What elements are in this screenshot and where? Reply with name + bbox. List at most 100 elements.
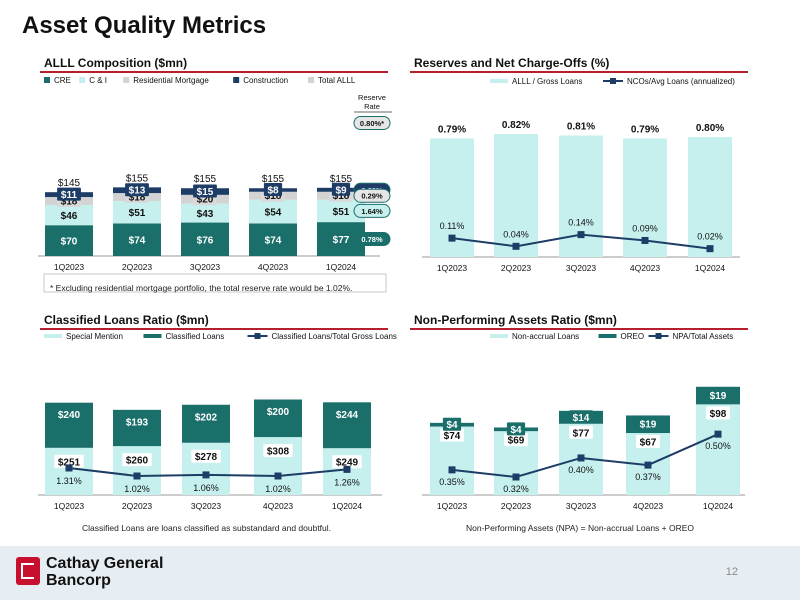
cls-label-cl-1: $193 (126, 417, 149, 428)
classified-title-underline (40, 328, 388, 330)
cls-point-label-4: 1.26% (334, 477, 360, 487)
company-logo-text: Cathay General Bancorp (46, 555, 163, 589)
res-bar-label-1: 0.82% (502, 120, 530, 131)
npa-title-underline (410, 328, 748, 330)
allll-total-4: $155 (330, 174, 353, 185)
cathay-logo-icon (16, 557, 40, 585)
allll-reserve-rate-2: 0.29% (361, 192, 383, 201)
res-tick-4: 1Q2024 (695, 263, 726, 273)
allll-total-0: $145 (58, 178, 81, 189)
allll-legend-2-swatch (123, 77, 130, 83)
res-point-label-2: 0.14% (568, 218, 594, 228)
res-legend-1-swatch-marker (610, 78, 616, 84)
page-title: Asset Quality Metrics (22, 12, 267, 39)
npa-label-oreo-4-box (706, 388, 730, 402)
cls-legend-2: Classified Loans/Total Gross Loans (272, 332, 397, 341)
res-bar-label-4: 0.80% (696, 123, 724, 134)
res-bar-label-0: 0.79% (438, 125, 466, 136)
allll-label-cre-0: $70 (61, 237, 78, 248)
cls-legend-2-swatch-marker (254, 333, 261, 339)
allll-title-underline (40, 71, 388, 73)
cls-label-sm-1-box (122, 453, 152, 467)
npa-point-label-2: 0.40% (568, 465, 594, 475)
cls-legend-0: Special Mention (66, 332, 123, 341)
npa-label-na-3-box (636, 435, 660, 449)
allll-tick-2: 3Q2023 (190, 262, 221, 272)
res-legend-0: ALLL / Gross Loans (512, 77, 582, 86)
npa-legend-0: Non-accrual Loans (512, 332, 579, 341)
cls-label-sm-1: $260 (126, 456, 149, 467)
res-point-label-1: 0.04% (503, 229, 529, 239)
allll-legend-1-swatch (79, 77, 86, 83)
npa-point-1 (512, 473, 520, 481)
allll-label-cons-3: $8 (267, 186, 279, 197)
npa-point-label-3: 0.37% (635, 472, 661, 482)
cls-point-label-1: 1.02% (124, 484, 150, 494)
res-legend-0-swatch (490, 79, 508, 83)
npa-point-2 (577, 454, 585, 462)
res-point-label-0: 0.11% (440, 221, 465, 231)
cls-label-sm-4: $249 (336, 458, 359, 469)
allll-reserve-pill-0 (353, 116, 391, 130)
res-tick-2: 3Q2023 (566, 263, 597, 273)
cls-label-sm-0: $251 (58, 457, 81, 468)
cls-legend-0-swatch (44, 334, 62, 338)
logo-line-2: Bancorp (46, 572, 111, 589)
cls-label-sm-4-box (332, 455, 362, 469)
page-number: 12 (725, 566, 738, 578)
npa-label-na-0-box (440, 428, 464, 442)
npa-label-oreo-2-box (569, 410, 593, 424)
allll-bar-1-2 (181, 203, 229, 223)
allll-reserve-pill-2 (353, 188, 391, 203)
allll-legend-4: Total ALLL (318, 76, 356, 85)
allll-bar-1-3 (249, 199, 297, 224)
reserves-title-underline (410, 71, 748, 73)
reserves-title: Reserves and Net Charge-Offs (%) (414, 56, 610, 70)
cls-label-cl-0: $240 (58, 410, 81, 421)
allll-total-3: $155 (262, 174, 285, 185)
npa-tick-2: 3Q2023 (566, 501, 597, 511)
npa-label-na-2-box (569, 425, 593, 439)
cls-label-cl-3: $200 (267, 407, 290, 418)
cls-point-label-2: 1.06% (193, 483, 219, 493)
allll-bar-0-0 (45, 225, 93, 256)
allll-reserve-pill-4 (353, 232, 391, 247)
res-point-0 (448, 234, 456, 242)
cls-label-sm-0-box (54, 454, 84, 468)
npa-tick-0: 1Q2023 (437, 501, 468, 511)
cls-label-cl-2: $202 (195, 412, 218, 423)
classified-note: Classified Loans are loans classified as… (82, 523, 332, 533)
allll-reserve-rate-4: 0.78% (361, 235, 383, 244)
allll-legend-2: Residential Mortgage (133, 76, 209, 85)
allll-title: ALLL Composition ($mn) (44, 56, 188, 70)
allll-bar-1-1 (113, 201, 161, 224)
npa-label-na-3: $67 (640, 438, 657, 449)
cls-label-sm-2: $278 (195, 452, 218, 463)
cls-tick-2: 3Q2023 (191, 501, 222, 511)
allll-label-ci-0: $46 (61, 211, 78, 222)
cls-tick-1: 2Q2023 (122, 501, 153, 511)
allll-tick-1: 2Q2023 (122, 262, 153, 272)
allll-bar-0-3 (249, 223, 297, 256)
npa-label-na-1: $69 (508, 436, 525, 447)
allll-tick-3: 4Q2023 (258, 262, 289, 272)
allll-label-cons-0: $11 (61, 190, 78, 201)
npa-point-0 (448, 466, 456, 474)
npa-point-3 (644, 461, 652, 469)
allll-label-resi-3: $18 (265, 191, 282, 202)
npa-title: Non-Performing Assets Ratio ($mn) (414, 313, 617, 327)
allll-reserve-pill-3 (353, 203, 391, 218)
allll-label-cons-1: $13 (129, 186, 146, 197)
res-tick-0: 1Q2023 (437, 263, 468, 273)
npa-label-oreo-4: $19 (710, 391, 727, 402)
res-tick-3: 4Q2023 (630, 263, 661, 273)
allll-tick-4: 1Q2024 (326, 262, 357, 272)
allll-label-resi-2: $20 (197, 195, 214, 206)
cls-label-sm-3-box (263, 444, 293, 458)
allll-label-cons-2: $15 (197, 187, 214, 198)
allll-reserve-header-1: Reserve (358, 93, 386, 102)
allll-label-resi-1: $18 (129, 193, 146, 204)
npa-point-label-0: 0.35% (439, 477, 465, 487)
cls-point-4 (343, 465, 351, 473)
npa-label-oreo-1-box (506, 422, 526, 436)
